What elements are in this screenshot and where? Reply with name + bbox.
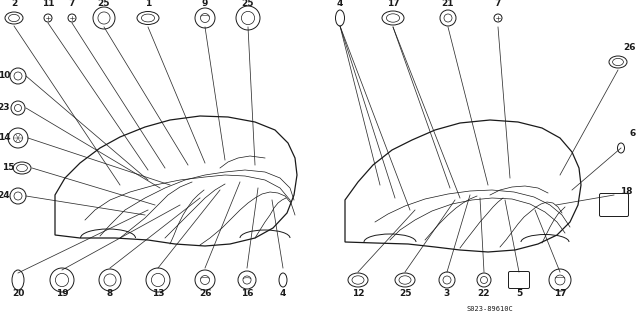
Text: 11: 11 [42, 0, 54, 9]
Text: 10: 10 [0, 71, 10, 80]
Text: 24: 24 [0, 191, 10, 201]
Text: 2: 2 [11, 0, 17, 9]
Text: 26: 26 [624, 43, 636, 53]
Text: 23: 23 [0, 103, 10, 113]
Text: 19: 19 [56, 290, 68, 299]
Text: 9: 9 [202, 0, 208, 9]
Text: 15: 15 [2, 164, 14, 173]
Text: 7: 7 [495, 0, 501, 9]
Text: 4: 4 [280, 290, 286, 299]
Text: 25: 25 [399, 290, 412, 299]
Text: 17: 17 [554, 290, 566, 299]
Text: 12: 12 [352, 290, 364, 299]
Text: 16: 16 [241, 290, 253, 299]
Text: 20: 20 [12, 290, 24, 299]
Text: 3: 3 [444, 290, 450, 299]
Text: 4: 4 [337, 0, 343, 9]
Text: 1: 1 [145, 0, 151, 9]
Text: 21: 21 [442, 0, 454, 9]
Text: 8: 8 [107, 290, 113, 299]
Text: 25: 25 [98, 0, 110, 9]
Text: 14: 14 [0, 133, 10, 143]
Text: 26: 26 [199, 290, 211, 299]
Text: 18: 18 [620, 187, 632, 196]
Text: 25: 25 [242, 0, 254, 9]
Text: 13: 13 [152, 290, 164, 299]
Text: 17: 17 [387, 0, 399, 9]
Text: 22: 22 [477, 290, 490, 299]
Text: 5: 5 [516, 290, 522, 299]
Text: 6: 6 [630, 130, 636, 138]
Text: S023-89610C: S023-89610C [467, 306, 513, 312]
Text: 7: 7 [69, 0, 75, 9]
